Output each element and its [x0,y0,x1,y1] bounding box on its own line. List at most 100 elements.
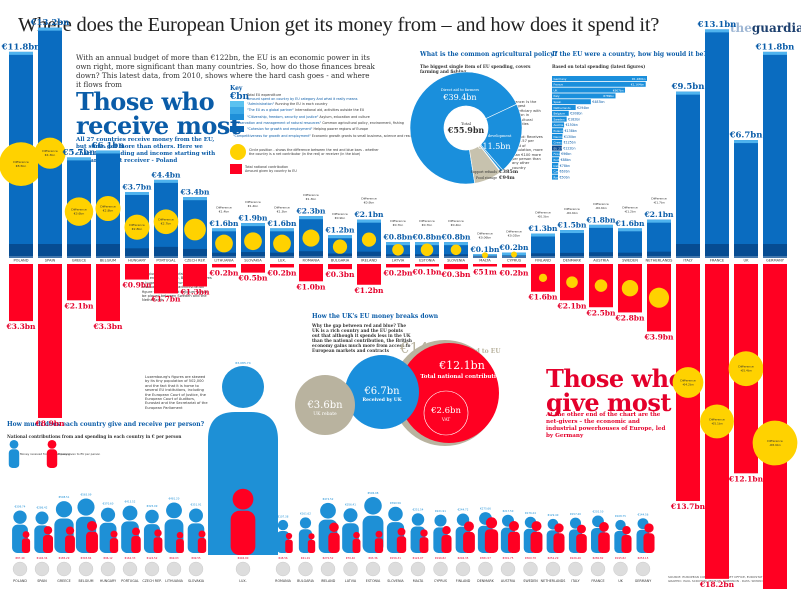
person-given-body [307,539,316,553]
contribution-bar [183,264,207,287]
contribution-label: €0.5bn [238,274,269,283]
difference-circle [95,195,121,222]
spend-bar [705,29,729,257]
gdp-value: €483bn [592,100,604,104]
person-given-head [329,522,339,533]
gdp-bar [552,87,626,93]
key-red: Total national contribution Amount given … [245,165,297,173]
gdp-bar [552,168,558,174]
person-given-label: €301.75 [503,556,514,560]
flag-country-label: GREECE [57,579,70,583]
person-given-body [328,532,340,553]
person-given-label: €303.84 [81,556,92,560]
spend-bar-competitiveness-band [705,244,729,256]
person-received-label: €413.52 [125,500,136,504]
person-received-label: €251.54 [413,507,424,511]
gdp-value: €50bn [560,175,570,179]
key-circle-icon [230,143,246,160]
spend-bar-competitiveness-band [763,244,787,256]
person-given-label: €253.15 [638,556,649,560]
flag-country-label: BELGIUM [79,579,94,583]
person-received-label: €275.66 [480,506,491,510]
key-red-title: Total national contribution [245,164,289,169]
eu-country-subtitle: Based on total spending (latest figures) [552,64,646,69]
gdp-bar [552,163,559,168]
person-given-head [577,524,586,534]
person-received-label: €356.41 [345,502,356,506]
key-unit: €bn [230,91,250,102]
flag-icon [433,561,448,577]
key-row: "The EU as a global partner" Internation… [230,107,390,114]
spend-bar-admin-band [386,242,410,246]
key-row-label: "Cohesion for growth and employment" [247,127,314,132]
flag-icon [188,561,204,577]
key-row-label: "Preservation and management of natural … [233,121,323,126]
difference-value: €3.6bn [74,212,85,216]
country-label: POLAND [14,259,29,263]
spend-bar-admin-band [676,91,700,95]
person-given-head [308,533,315,540]
difference-label: Difference [448,219,464,223]
gdp-value: €88bn [561,158,571,162]
spend-label: €1.8bn [586,215,617,224]
spend-label: €1.3bn [528,224,559,233]
flag-country-label: LITHUANIA [165,579,183,583]
difference-circle [700,404,734,439]
contribution-label: €1.7bn [151,294,182,303]
difference-circle [450,244,462,256]
flag-country-label: ESTONIA [366,579,381,583]
person-received-head [569,517,582,529]
country-label: SLOVENIA [447,259,465,263]
legend-received-head [9,439,19,449]
country-label: CZECH REP. [184,259,205,263]
eu-country-title: If the EU were a country, how big would … [552,51,707,58]
difference-circle [184,218,206,241]
person-received-head [122,505,138,521]
difference-value: €8.5bn [16,164,27,168]
uk-rebate-circle [295,375,355,435]
contribution-bar [125,264,149,280]
difference-value: €1.4bn [219,209,230,213]
cap-center-value: €55.9bn [447,125,485,135]
difference-label: Difference [709,417,725,421]
flag-country-label: MALTA [413,579,424,583]
gdp-bar [552,116,567,122]
person-given-label: €294.35 [458,556,469,560]
person-given-label: €196.82 [435,556,446,560]
person-given-label: €226.46 [570,556,581,560]
difference-value: €4.3bn [45,153,56,157]
difference-value: €0.7bn [393,223,404,227]
contribution-label: €1.6bn [528,293,559,302]
gdp-country: Portugal [554,158,566,162]
gdp-country: Romania [554,175,567,179]
key-row: "Citizenship, freedom, security and just… [230,113,390,120]
contribution-bar [38,264,62,418]
person-received-label: €286.42 [37,506,48,510]
gdp-value: €63bn [560,170,570,174]
spend-label: €2.1bn [354,210,385,219]
key-spend-desc: Amount spent on country by EU category A… [247,96,358,101]
contribution-label: €2.8bn [615,313,646,322]
flag-country-label: AUSTRIA [501,579,516,583]
flag-icon [275,561,291,577]
gdp-country: Czech Rep. [554,170,570,174]
difference-label: Difference [361,197,377,201]
give-heading-line2: give most [546,388,671,417]
contribution-label: €8.9bn [35,419,66,428]
difference-label: Difference [477,231,493,235]
gdp-bar [552,157,560,163]
spend-label: €4.4bn [151,170,182,179]
person-given-label: €156.31 [390,556,401,560]
flag-country-label: LATVIA [345,579,357,583]
contribution-bar [96,264,120,322]
person-given-body [643,533,655,553]
uk-rebate-label: UK rebate [313,411,337,417]
key-title: Key [230,85,243,92]
country-label: PORTUGAL [156,259,175,263]
person-given-head [176,531,184,539]
legend-given-label: Money given to EU per person [58,452,101,456]
difference-value: -€5.1bn [711,421,723,425]
difference-label: Difference [71,208,87,212]
key-swatch [230,101,244,108]
key-row-label: "Administration" [247,102,276,107]
